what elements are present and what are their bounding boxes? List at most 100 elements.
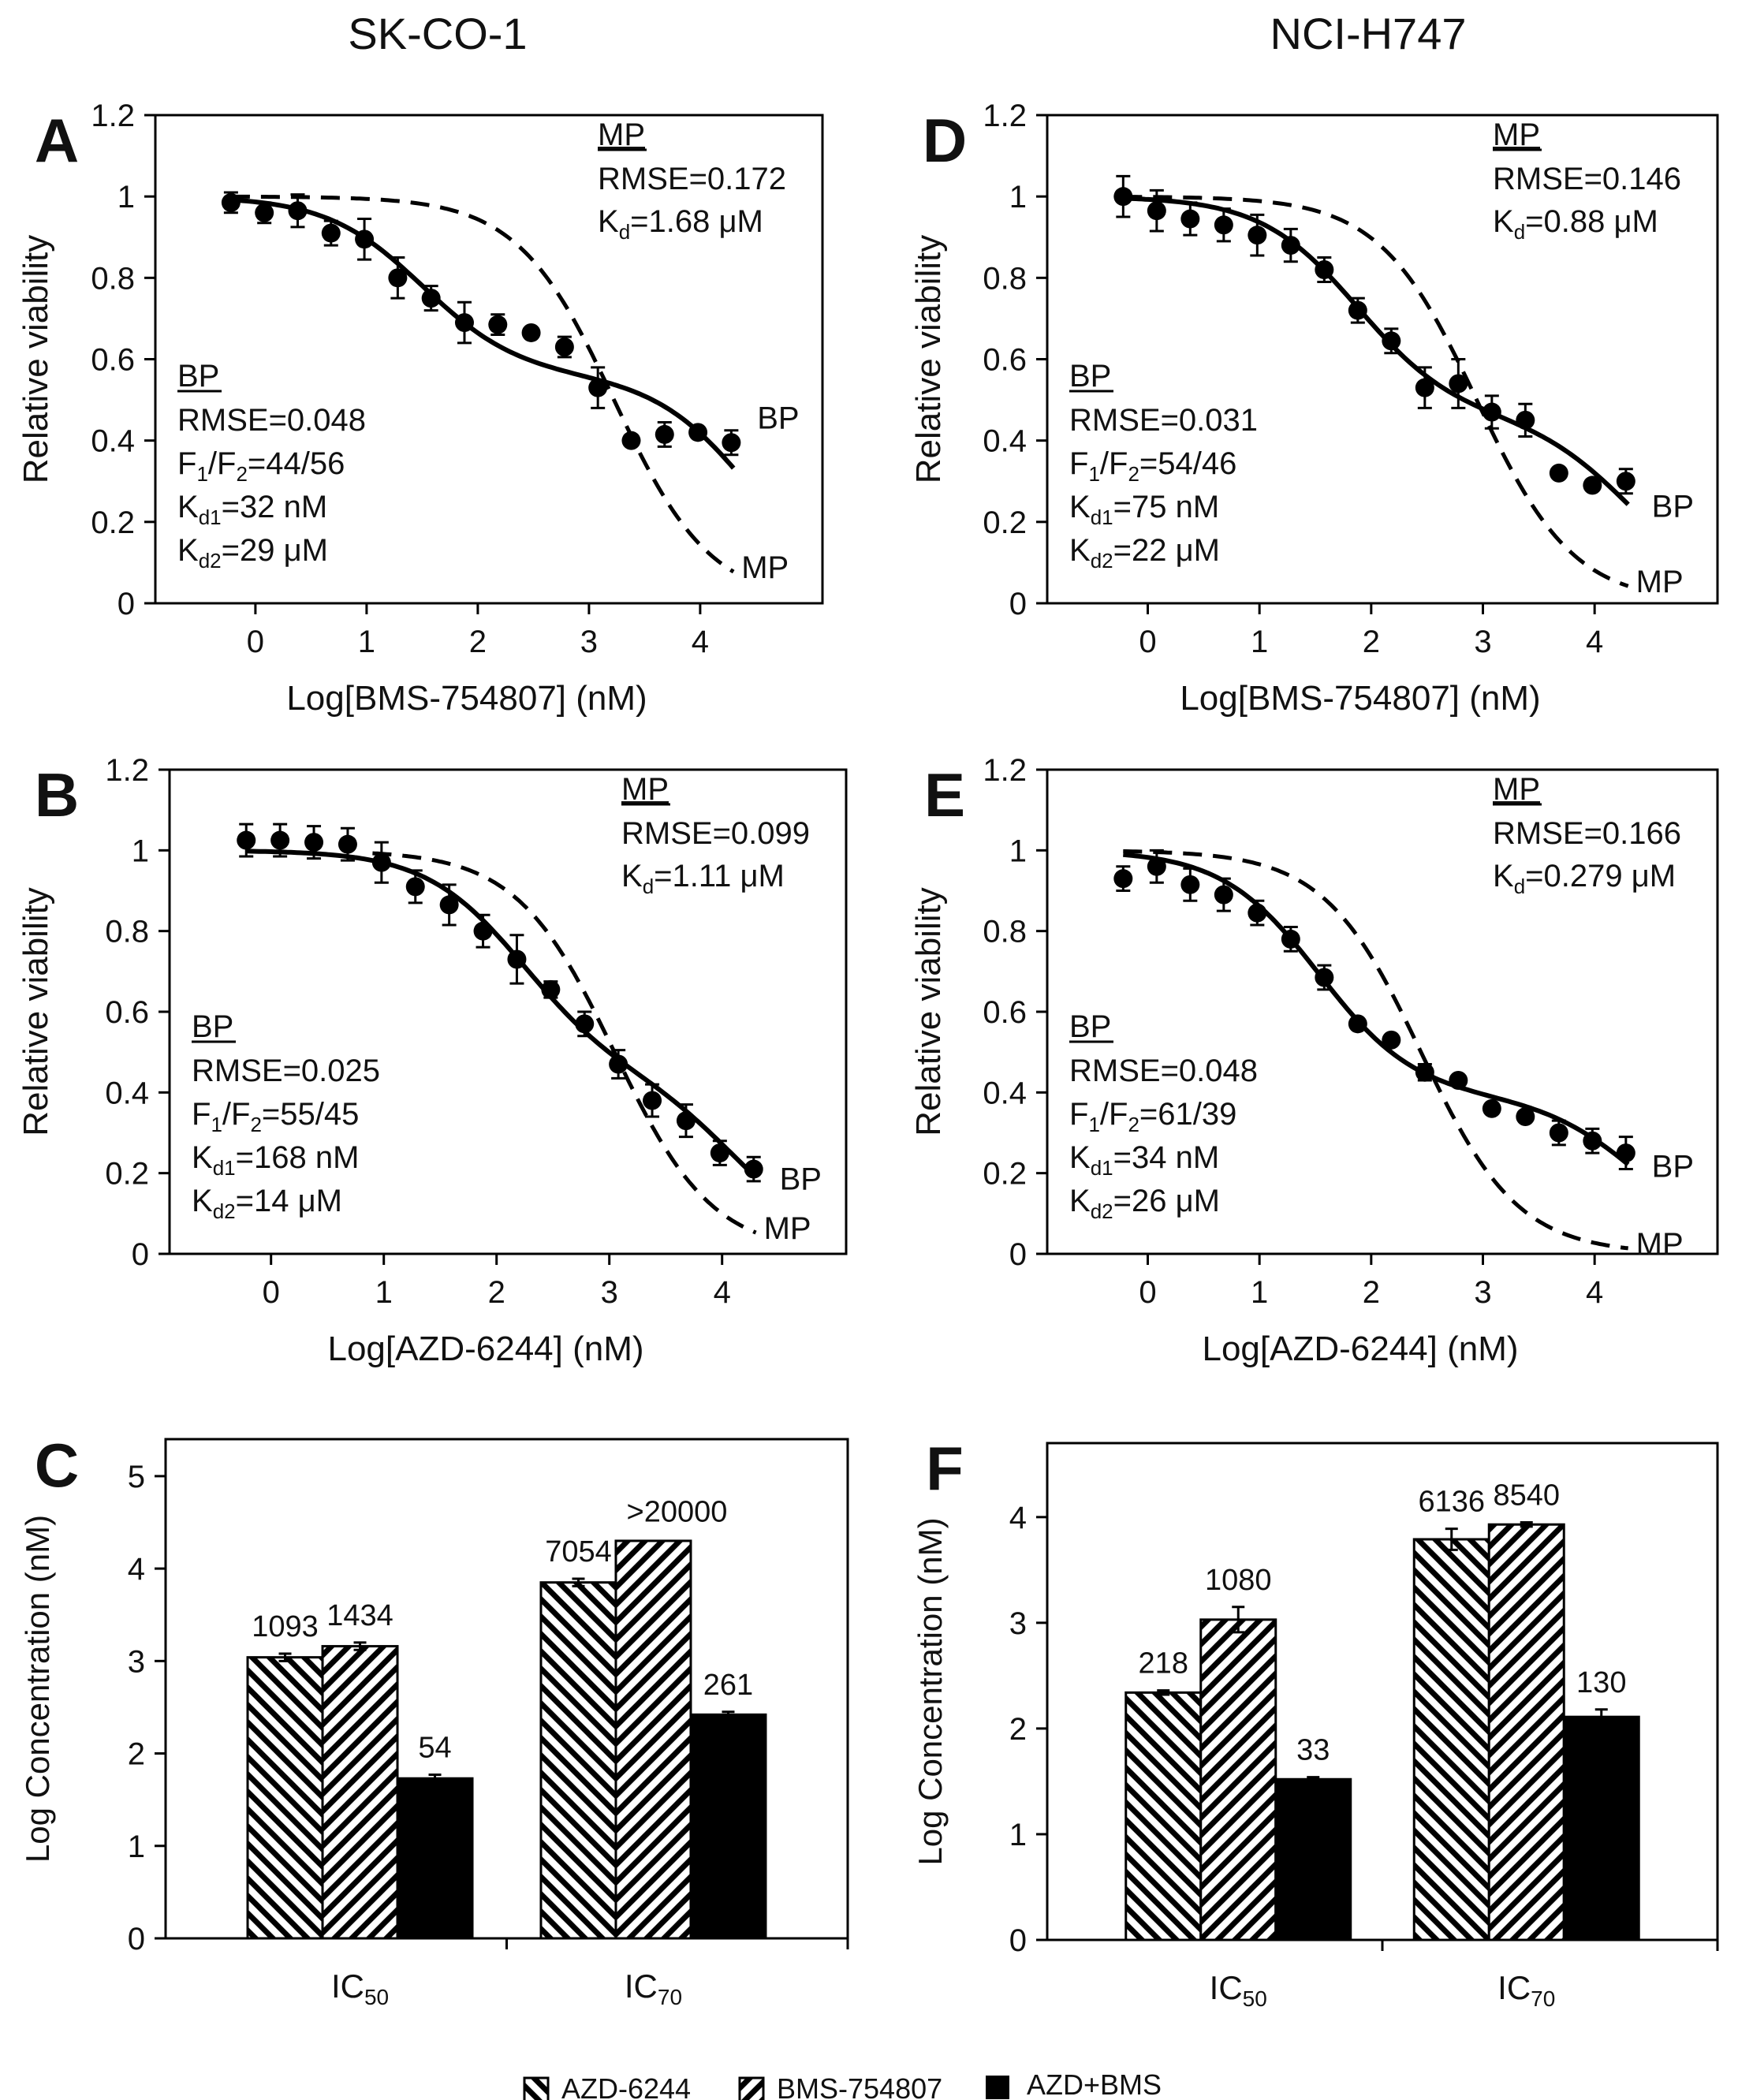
data-point-group	[1214, 877, 1233, 912]
data-point	[1180, 875, 1200, 894]
text-run: K	[192, 1184, 213, 1218]
y-tick-label: 0.8	[105, 915, 149, 949]
y-tick-label: 4	[128, 1552, 145, 1587]
bp-fraction: F1/F2=55/45	[192, 1097, 359, 1136]
data-point-group	[1415, 1062, 1434, 1082]
y-tick-label: 0.6	[983, 995, 1027, 1030]
text-run: =22 μM	[1113, 533, 1220, 568]
data-point-group	[1482, 394, 1501, 430]
data-point-group	[655, 420, 674, 448]
bar-value-label: 261	[703, 1669, 753, 1702]
data-point	[1348, 1014, 1367, 1034]
data-point-group	[388, 256, 408, 300]
data-point	[655, 424, 674, 444]
data-point-group	[722, 429, 741, 457]
y-tick-label: 0.6	[105, 995, 149, 1030]
data-point-group	[588, 366, 608, 409]
x-tick-label: 1	[1251, 1275, 1268, 1310]
data-point-group	[454, 300, 474, 345]
text-run: IC	[625, 1968, 658, 2005]
category-label: IC50	[331, 1968, 389, 2009]
data-point	[1382, 331, 1401, 351]
text-run: K	[1493, 204, 1514, 239]
text-run: =0.279 μM	[1525, 859, 1676, 893]
data-point	[1113, 869, 1133, 889]
x-axis-label: Log[AZD-6244] (nM)	[327, 1330, 643, 1368]
bp-kd2: Kd2=22 μM	[1069, 533, 1220, 573]
data-point	[541, 979, 561, 999]
bar-value-label: 7054	[545, 1535, 612, 1568]
y-tick-label: 0.8	[983, 915, 1027, 949]
text-run: K	[1069, 1140, 1091, 1175]
data-point	[744, 1159, 763, 1179]
data-point	[1214, 215, 1233, 235]
y-tick-label: 1.2	[91, 99, 135, 133]
data-point-group	[643, 1083, 662, 1118]
bp-kd1: Kd1=168 nM	[192, 1140, 359, 1180]
data-point	[507, 949, 527, 969]
panel-a: A 0 0.2 0.4 0.6 0.8 1 1.2 0 1 2 3 4 Log[BMS-754807] (…	[17, 99, 824, 718]
mp-kd: Kd=0.279 μM	[1493, 859, 1676, 898]
data-point	[338, 834, 357, 854]
category-label: IC70	[625, 1968, 682, 2009]
data-point	[270, 830, 290, 850]
bar-value-label: 33	[1296, 1734, 1330, 1767]
panel-letter: F	[926, 1434, 964, 1503]
y-axis-label: Relative viability	[17, 235, 55, 483]
y-axis-label: Relative viability	[909, 235, 948, 483]
data-point-group	[744, 1155, 763, 1183]
data-point	[1516, 1107, 1535, 1127]
data-point-group	[1449, 1070, 1468, 1090]
y-axis-label: Relative viability	[17, 887, 55, 1136]
subscript: d1	[1091, 505, 1113, 529]
mp-rmse: RMSE=0.166	[1493, 816, 1681, 851]
text-run: =29 μM	[222, 533, 328, 568]
data-point-group	[541, 979, 561, 999]
bp-rmse: RMSE=0.025	[192, 1054, 380, 1088]
bar-value-label: 1080	[1205, 1564, 1272, 1597]
text-run: =34 nM	[1113, 1140, 1220, 1175]
x-tick-label: 2	[1363, 625, 1380, 659]
bp-rmse: RMSE=0.048	[1069, 1054, 1258, 1088]
data-point	[609, 1054, 628, 1074]
mp-fit-curve	[372, 851, 757, 1235]
y-tick-label: 0	[1009, 1237, 1027, 1272]
data-point	[1616, 1143, 1635, 1163]
y-tick-label: 1	[128, 1830, 145, 1864]
category-label: IC50	[1210, 1969, 1267, 2011]
text-run: =168 nM	[236, 1140, 360, 1175]
subscript: d2	[1091, 1199, 1113, 1223]
data-point	[237, 830, 256, 850]
y-tick-label: 0	[1009, 587, 1027, 621]
data-point	[1583, 476, 1602, 495]
x-tick-label: 0	[1139, 1275, 1156, 1310]
x-tick-label: 2	[1363, 1275, 1380, 1310]
data-point	[588, 378, 608, 397]
data-point	[643, 1091, 662, 1110]
data-point-group	[1315, 964, 1334, 991]
data-point	[439, 895, 459, 915]
data-point	[304, 833, 324, 852]
x-tick-label: 0	[1139, 625, 1156, 659]
text-run: F	[192, 1097, 211, 1132]
text-run: =14 μM	[236, 1184, 342, 1218]
text-run: K	[598, 204, 619, 239]
x-tick-label: 2	[488, 1275, 505, 1310]
bp-kd2: Kd2=26 μM	[1069, 1184, 1220, 1223]
data-point-group	[1315, 256, 1334, 283]
legend-swatch-combo	[986, 2076, 1009, 2099]
bp-block-heading: BP	[1069, 1009, 1111, 1044]
data-point-group	[1549, 463, 1568, 483]
subscript: 1	[211, 1113, 222, 1136]
bp-fit-curve	[230, 197, 736, 470]
y-tick-label: 1.2	[105, 753, 149, 788]
bp-kd2: Kd2=29 μM	[177, 533, 328, 573]
legend-swatch-azd	[523, 2076, 550, 2100]
text-run: =1.11 μM	[654, 859, 785, 893]
subscript: 50	[364, 1985, 389, 2009]
bp-fraction: F1/F2=44/56	[177, 446, 345, 486]
mp-curve-label: MP	[1636, 565, 1684, 599]
y-tick-label: 2	[1009, 1712, 1027, 1747]
y-tick-label: 0	[128, 1922, 145, 1956]
